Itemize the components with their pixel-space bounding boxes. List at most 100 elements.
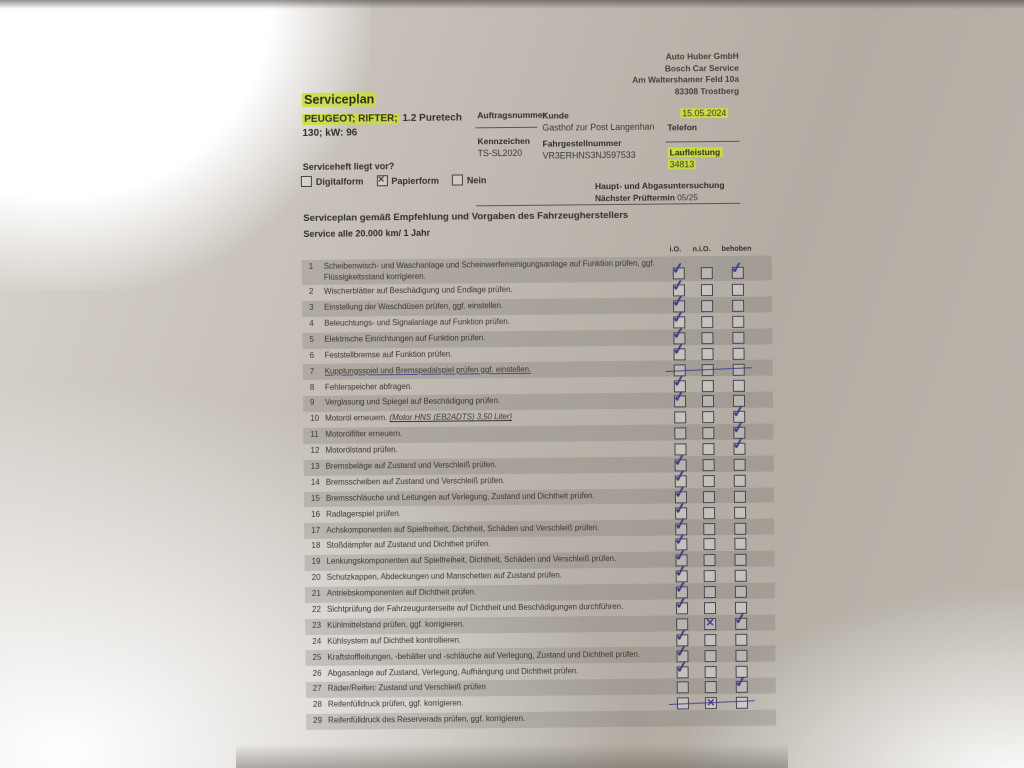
row-text: Stoßdämpfer auf Zustand und Dichtheit pr… — [326, 539, 491, 551]
checkbox-nio — [702, 411, 715, 424]
letterhead-address: Auto Huber GmbH Bosch Car Service Am Walte… — [632, 51, 739, 98]
row-text: Verglasung und Spiegel auf Beschädigung … — [324, 396, 501, 408]
row-number: 6 — [309, 350, 315, 360]
row-text: Abgasanlage auf Zustand, Verlegung, Aufh… — [327, 665, 579, 678]
row-number: 22 — [311, 604, 321, 614]
row-checkboxes: ✓ — [669, 388, 773, 409]
row-text: Kraftstoffleitungen, -behälter und -schl… — [327, 649, 640, 662]
checkbox-behoben — [733, 490, 747, 503]
row-text: Achskomponenten auf Spielfreiheit, Dicht… — [326, 522, 600, 535]
row-checkboxes: ✓ — [669, 419, 773, 441]
check-mark: ✓ — [674, 642, 690, 661]
photo-top-edge — [0, 0, 1024, 9]
row-number: 14 — [310, 477, 320, 487]
row-number: 23 — [312, 620, 322, 630]
checkbox-nio — [702, 443, 715, 456]
check-mark: ✓ — [672, 499, 688, 518]
highlighted-title: Serviceplan — [302, 92, 377, 108]
inspection-next-label: Nächster Prüftermin — [595, 192, 675, 204]
kennzeichen-value: TS-SL2020 — [477, 147, 523, 159]
highlighted-laufleistung-label: Laufleistung — [667, 146, 723, 158]
row-text: Motorölstand prüfen. — [325, 445, 398, 455]
row-number: 16 — [311, 509, 321, 519]
checkbox-nio: ✕ — [704, 697, 717, 710]
checkbox-behoben — [734, 569, 747, 583]
photo-bottom-edge — [235, 744, 789, 768]
row-text: Feststellbremse auf Funktion prüfen. — [324, 349, 453, 360]
checkbox-behoben — [732, 331, 745, 344]
serviceheft-option-label: Nein — [466, 174, 487, 185]
row-text: Antriebskomponenten auf Dichtheit prüfen… — [326, 587, 477, 598]
checkbox-io — [676, 681, 689, 694]
row-text: Kühlmittelstand prüfen, ggf. korrigieren… — [327, 619, 465, 630]
row-checkboxes: ✓ — [669, 340, 773, 361]
column-header-io: i.O. — [669, 244, 682, 254]
checkbox-nio — [704, 681, 717, 694]
fahrgestellnummer-label: Fahrgestellnummer — [542, 137, 622, 149]
section-heading: Serviceplan gemäß Empfehlung und Vorgabe… — [303, 209, 629, 224]
row-text: Motorölfilter erneuern. — [325, 429, 403, 439]
x-mark: ✕ — [705, 617, 715, 630]
vehicle-rest: 1.2 Puretech — [399, 112, 462, 125]
checkbox-behoben — [735, 633, 748, 646]
checkbox-behoben — [732, 347, 745, 360]
checkbox-nio — [703, 522, 716, 535]
kennzeichen-label: Kennzeichen — [477, 135, 531, 147]
row-note-underlined: (Motor HNS (EB2ADTS) 3,50 Liter) — [389, 412, 513, 423]
check-mark: ✓ — [733, 673, 749, 693]
row-text: Radlagerspiel prüfen. — [326, 508, 401, 519]
checkbox-behoben: ✓ — [730, 259, 745, 280]
check-mark: ✓ — [671, 340, 687, 359]
checklist-row: 1 Scheibenwisch- und Waschanlage und Sche… — [301, 255, 772, 286]
vehicle-line-1: PEUGEOT; RIFTER; 1.2 Puretech — [302, 112, 462, 125]
row-checkboxes: ✓ — [672, 673, 776, 695]
checkbox-behoben — [735, 697, 748, 710]
checkbox-nio — [701, 379, 714, 392]
row-number: 21 — [311, 588, 321, 599]
checkbox-nio — [702, 427, 715, 440]
page-title: Serviceplan — [302, 92, 377, 108]
checkbox-nio — [704, 665, 717, 678]
row-checkboxes: ✓ — [671, 595, 775, 615]
checkbox-behoben — [732, 379, 745, 392]
checkbox-nio — [702, 474, 715, 488]
laufleistung-label: Laufleistung — [667, 146, 723, 158]
check-mark: ✓ — [673, 594, 689, 614]
checkbox-nio — [701, 300, 714, 313]
checked-checkbox — [376, 175, 388, 187]
row-number: 7 — [309, 366, 315, 376]
telefon-blank-line — [665, 140, 740, 143]
checkbox-nio — [703, 506, 716, 519]
checkbox-io — [674, 427, 687, 440]
header-separator-line — [476, 202, 741, 207]
highlighted-laufleistung-value: 34813 — [667, 159, 697, 170]
checkbox-behoben: ✓ — [731, 435, 746, 455]
row-text: Beleuchtungs- und Signalanlage auf Funkt… — [324, 316, 510, 328]
row-number: 27 — [312, 684, 322, 694]
telefon-label: Telefon — [667, 122, 698, 133]
checkbox-nio: ✕ — [704, 617, 717, 631]
row-text: Kühlsystem auf Dichtheit kontrollieren. — [327, 635, 462, 646]
check-mark: ✓ — [671, 324, 687, 344]
row-checkboxes: ✓ — [672, 658, 776, 679]
check-mark: ✓ — [674, 626, 690, 646]
inspection-next-value: 05/25 — [677, 192, 698, 203]
serviceheft-question: Serviceheft liegt vor? — [302, 161, 395, 172]
row-text: Reifenfülldruck prüfen, ggf. korrigieren… — [327, 698, 464, 710]
checkbox-nio — [703, 602, 717, 615]
row-number: 24 — [312, 636, 322, 646]
row-text: Lenkungskomponenten auf Spielfreiheit, D… — [326, 554, 617, 567]
check-mark: ✓ — [732, 609, 748, 629]
row-number: 5 — [309, 334, 314, 344]
checkbox-behoben — [732, 363, 745, 376]
checkbox-nio — [700, 284, 714, 297]
checkbox-io: ✓ — [671, 340, 686, 361]
row-number: 29 — [313, 716, 323, 726]
serviceheft-option: Digitalform — [300, 175, 364, 188]
row-number: 20 — [311, 573, 321, 583]
date-value: 15.05.2024 — [680, 107, 729, 119]
checkbox-nio — [701, 316, 714, 329]
row-number: 28 — [312, 700, 322, 710]
row-text: Sichtprüfung der Fahrzeugunterseite auf … — [326, 601, 624, 614]
